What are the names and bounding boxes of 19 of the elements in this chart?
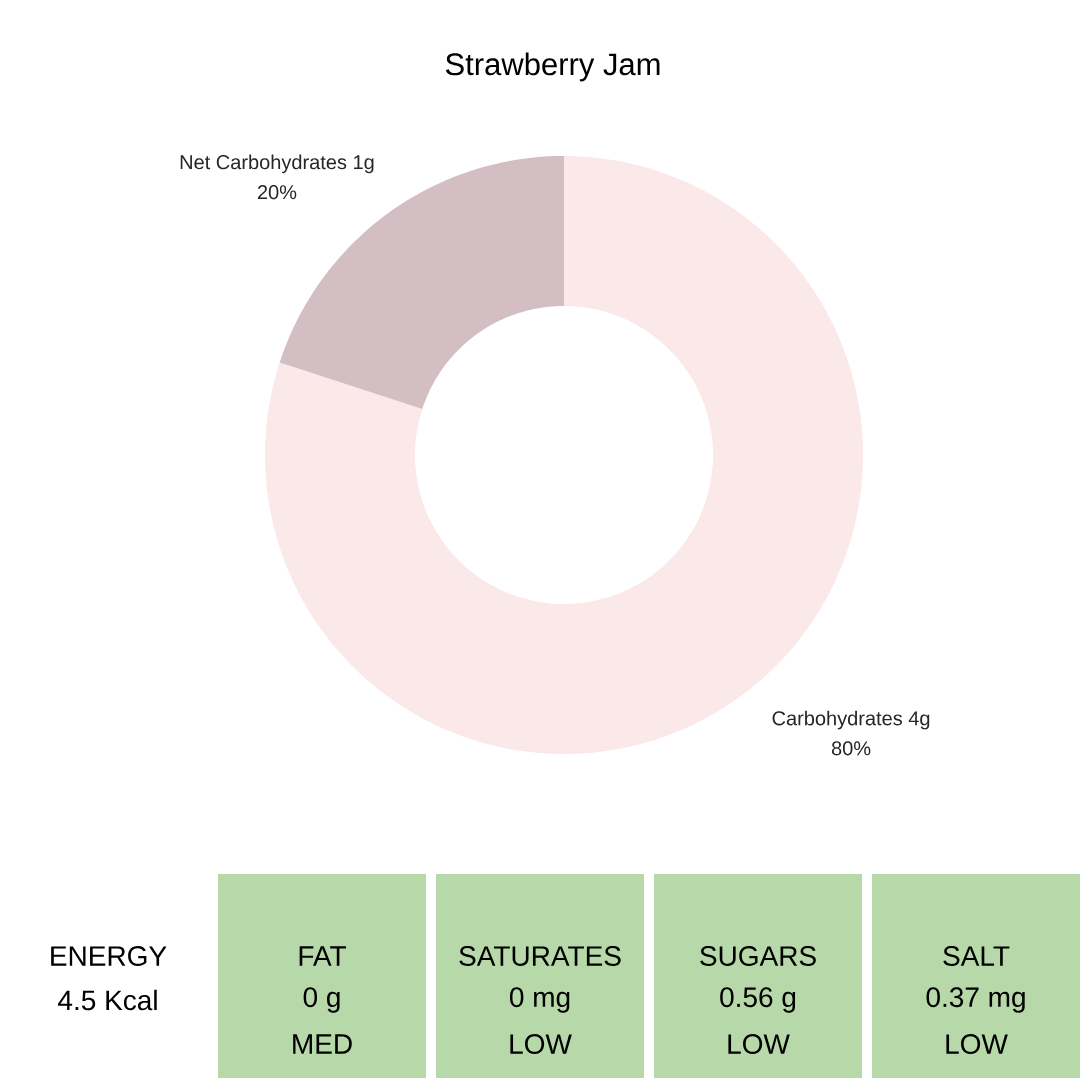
text: SALT (943, 946, 1010, 966)
text: MED (293, 1034, 352, 1054)
text: LOW (510, 1034, 572, 1054)
text: ENERGY (51, 946, 167, 966)
text: 0 g (303, 987, 340, 1013)
text: SATURATES (459, 946, 621, 966)
text: 0.56 g (720, 987, 796, 1013)
slice-label: Carbohydrates 4g (772, 710, 930, 730)
text: LOW (946, 1034, 1008, 1054)
text: FAT (299, 946, 347, 966)
data-label: 80% (831, 741, 871, 756)
data-label: 20% (257, 185, 297, 200)
text: 0 mg (509, 987, 570, 1013)
text: LOW (728, 1034, 790, 1054)
text: 0.37 mg (926, 987, 1025, 1013)
text: 4.5 Kcal (58, 989, 157, 1011)
text: SUGARS (700, 946, 816, 966)
slice-label: Net Carbohydrates 1g (180, 154, 374, 174)
chart-title: Strawberry Jam (445, 52, 660, 82)
